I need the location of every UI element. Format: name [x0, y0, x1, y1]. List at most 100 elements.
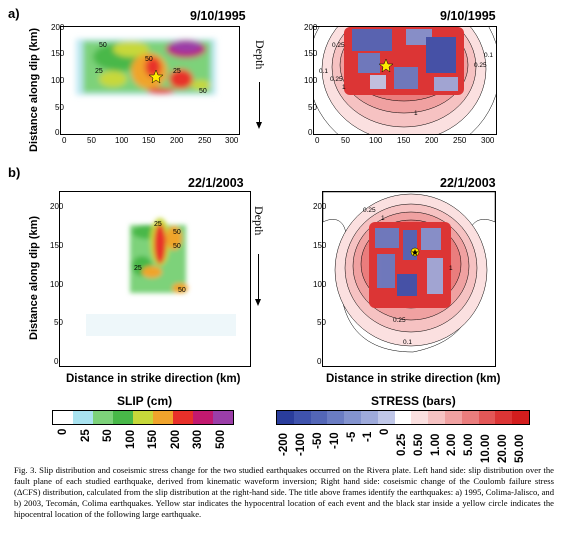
y-tick: 0 — [54, 357, 59, 366]
colorbar-swatch — [73, 411, 93, 424]
x-tick: 50 — [341, 136, 350, 145]
stress-contour-label: 1 — [342, 84, 346, 91]
colorbar-tick-label: 5.00 — [463, 433, 476, 456]
slip-contour-label: 25 — [134, 265, 142, 272]
depth-label-a: Depth — [253, 40, 267, 70]
colorbar-tick-label: 0.50 — [412, 433, 425, 456]
y-tick: 200 — [313, 202, 327, 211]
colorbar-tick-label: 0 — [379, 428, 392, 435]
y-axis-label-a: Distance along dip (km) — [28, 27, 40, 152]
colorbar-swatch — [277, 411, 294, 424]
colorbar-tick-label: 200 — [169, 429, 182, 449]
x-tick: 0 — [315, 136, 320, 145]
panel-a-right-date: 9/10/1995 — [440, 9, 496, 23]
stress-contour-label: 0.1 — [319, 68, 328, 75]
colorbar-swatch — [495, 411, 513, 424]
colorbar-tick-label: 25 — [79, 429, 92, 442]
colorbar-tick-label: 50 — [102, 429, 115, 442]
slip-map-a-field: 50 25 50 25 50 — [76, 39, 216, 95]
y-tick: 0 — [55, 128, 60, 137]
colorbar-tick-label: -200 — [278, 432, 291, 456]
slip-contour-label: 50 — [178, 287, 186, 294]
panel-a-left-date: 9/10/1995 — [190, 9, 246, 23]
stress-colorbar — [276, 410, 530, 425]
x-tick: 250 — [198, 136, 212, 145]
slip-map-a: 50 25 50 25 50 — [60, 26, 240, 135]
colorbar-swatch — [133, 411, 153, 424]
x-tick: 150 — [142, 136, 156, 145]
colorbar-swatch — [512, 411, 529, 424]
colorbar-tick-label: 0.25 — [396, 433, 408, 456]
x-tick: 300 — [225, 136, 239, 145]
colorbar-tick-label: 0 — [57, 428, 70, 435]
y-tick: 50 — [55, 103, 64, 112]
colorbar-tick-label: 100 — [124, 429, 137, 449]
y-tick: 50 — [317, 318, 326, 327]
stress-contour-label: 1 — [449, 265, 453, 272]
colorbar-tick-label: 150 — [147, 429, 160, 449]
slip-contour-label: 50 — [199, 88, 207, 95]
slip-map-b: 25 50 50 25 50 — [59, 191, 251, 367]
stress-contour-label: 0.25 — [363, 207, 376, 214]
colorbar-tick-label: 500 — [214, 429, 227, 449]
stress-map-b: 0.25 0.1 0.25 1 1 — [322, 191, 496, 367]
slip-contour-label: 50 — [99, 42, 107, 49]
y-tick: 150 — [313, 241, 327, 250]
slip-map-b-field: 25 50 50 25 50 — [86, 218, 236, 336]
depth-arrow-icon — [256, 82, 262, 129]
colorbar-swatch — [153, 411, 173, 424]
stress-contour-label: 0.1 — [484, 52, 493, 59]
colorbar-swatch — [93, 411, 113, 424]
slip-colorbar — [52, 410, 234, 425]
depth-arrow-icon — [255, 254, 261, 306]
colorbar-swatch — [344, 411, 361, 424]
stress-contour-label: 0.25 — [332, 42, 345, 49]
y-tick: 100 — [50, 280, 64, 289]
x-axis-label-b-left: Distance in strike direction (km) — [66, 373, 241, 385]
stress-contour-label: 1 — [381, 215, 385, 222]
y-tick: 200 — [304, 23, 318, 32]
x-tick: 0 — [62, 136, 67, 145]
colorbar-swatch — [478, 411, 496, 424]
colorbar-swatch — [113, 411, 133, 424]
x-tick: 50 — [87, 136, 96, 145]
stress-contour-label: 1 — [414, 110, 418, 117]
x-tick: 150 — [397, 136, 411, 145]
colorbar-swatch — [428, 411, 445, 424]
stress-contour-label: 0.25 — [330, 76, 343, 83]
colorbar-swatch — [173, 411, 193, 424]
following-hypocenter-star-icon — [411, 249, 419, 256]
slip-colorbar-title: SLIP (cm) — [117, 394, 173, 408]
y-tick: 0 — [317, 357, 322, 366]
colorbar-tick-label: 1.00 — [429, 433, 442, 456]
colorbar-tick-label: -50 — [312, 432, 324, 449]
x-tick: 250 — [453, 136, 467, 145]
colorbar-swatch — [213, 411, 233, 424]
stress-contour-label: 0.1 — [403, 339, 412, 346]
panel-b-label: b) — [8, 165, 21, 180]
y-tick: 150 — [51, 49, 65, 58]
hypocenter-star-icon — [378, 58, 394, 73]
colorbar-tick-label: 50.00 — [513, 434, 526, 463]
y-tick: 50 — [54, 318, 63, 327]
colorbar-swatch — [394, 411, 412, 424]
y-tick: 200 — [51, 23, 65, 32]
x-tick: 100 — [369, 136, 383, 145]
slip-contour-label: 25 — [95, 68, 103, 75]
y-tick: 50 — [308, 103, 317, 112]
colorbar-tick-label: 300 — [192, 429, 205, 449]
colorbar-tick-label: 2.00 — [446, 433, 459, 456]
y-tick: 0 — [308, 128, 313, 137]
colorbar-swatch — [327, 411, 345, 424]
colorbar-tick-label: 20.00 — [496, 434, 509, 463]
stress-map-a-field: 0.25 0.1 0.25 1 0.25 0.1 1 — [314, 27, 496, 134]
colorbar-swatch — [444, 411, 462, 424]
colorbar-tick-label: 10.00 — [480, 434, 492, 463]
colorbar-tick-label: -1 — [362, 431, 375, 442]
stress-map-a: 0.25 0.1 0.25 1 0.25 0.1 1 — [313, 26, 497, 135]
colorbar-swatch — [193, 411, 213, 424]
y-tick: 100 — [313, 280, 327, 289]
x-tick: 200 — [425, 136, 439, 145]
colorbar-swatch — [461, 411, 479, 424]
depth-label-b: Depth — [252, 206, 266, 236]
